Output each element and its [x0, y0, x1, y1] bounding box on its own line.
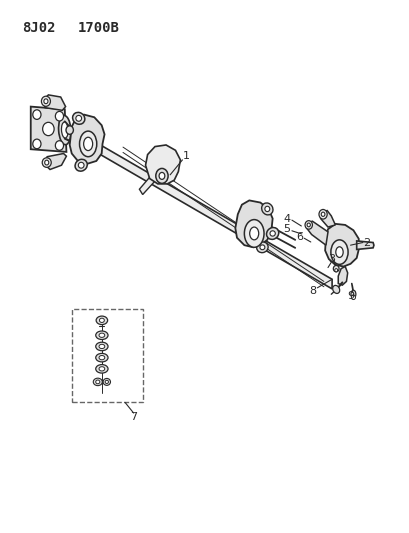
Ellipse shape [350, 290, 355, 298]
Ellipse shape [244, 220, 263, 247]
Ellipse shape [72, 112, 85, 124]
Polygon shape [356, 241, 373, 249]
Polygon shape [145, 145, 180, 184]
Ellipse shape [105, 381, 108, 384]
Ellipse shape [318, 209, 326, 219]
Ellipse shape [96, 342, 108, 351]
Ellipse shape [93, 378, 102, 386]
Ellipse shape [44, 99, 48, 103]
FancyBboxPatch shape [72, 309, 143, 402]
Ellipse shape [83, 137, 92, 151]
Ellipse shape [96, 331, 108, 340]
Ellipse shape [266, 228, 278, 239]
Text: 8J02: 8J02 [22, 21, 56, 35]
Text: 3: 3 [328, 254, 335, 263]
Ellipse shape [256, 242, 267, 253]
Text: 5: 5 [283, 224, 290, 234]
Ellipse shape [61, 122, 68, 138]
Ellipse shape [321, 212, 324, 216]
Ellipse shape [96, 353, 108, 362]
Ellipse shape [66, 126, 73, 134]
Ellipse shape [43, 122, 54, 136]
Ellipse shape [99, 344, 105, 349]
Ellipse shape [42, 158, 51, 167]
Ellipse shape [55, 111, 63, 121]
Ellipse shape [334, 269, 337, 272]
Text: 8: 8 [308, 286, 315, 296]
Polygon shape [100, 145, 331, 289]
Ellipse shape [261, 203, 272, 215]
Ellipse shape [33, 110, 41, 119]
Polygon shape [139, 175, 155, 195]
Ellipse shape [99, 333, 105, 337]
Ellipse shape [155, 168, 168, 183]
Ellipse shape [55, 141, 63, 150]
Polygon shape [324, 224, 358, 266]
Ellipse shape [335, 247, 342, 257]
Text: 9: 9 [346, 292, 353, 301]
Ellipse shape [333, 265, 338, 272]
Ellipse shape [76, 116, 81, 121]
Ellipse shape [79, 131, 97, 157]
Ellipse shape [99, 356, 105, 360]
Ellipse shape [306, 223, 310, 227]
Text: 6: 6 [295, 232, 302, 242]
Ellipse shape [103, 378, 110, 385]
Polygon shape [70, 115, 104, 164]
Ellipse shape [304, 221, 312, 229]
Polygon shape [235, 200, 272, 247]
Ellipse shape [45, 160, 49, 165]
Text: 1: 1 [182, 151, 190, 160]
Polygon shape [31, 107, 66, 152]
Ellipse shape [351, 295, 355, 300]
Polygon shape [320, 211, 335, 227]
Ellipse shape [269, 231, 275, 236]
Polygon shape [337, 266, 347, 285]
Ellipse shape [99, 318, 104, 322]
Text: 7: 7 [130, 412, 137, 422]
Ellipse shape [75, 159, 87, 171]
Text: 4: 4 [283, 214, 290, 223]
Polygon shape [44, 154, 66, 169]
Ellipse shape [330, 240, 347, 264]
Ellipse shape [99, 367, 105, 371]
Ellipse shape [159, 173, 164, 179]
Ellipse shape [332, 285, 339, 294]
Ellipse shape [96, 365, 108, 373]
Ellipse shape [33, 139, 41, 149]
Ellipse shape [249, 227, 258, 240]
Polygon shape [306, 221, 327, 245]
Ellipse shape [96, 316, 108, 325]
Text: 2: 2 [362, 238, 370, 247]
Polygon shape [43, 95, 65, 110]
Ellipse shape [58, 116, 71, 144]
Ellipse shape [78, 162, 84, 168]
Ellipse shape [259, 245, 264, 249]
Text: 1700B: 1700B [78, 21, 119, 35]
Ellipse shape [41, 96, 50, 106]
Ellipse shape [96, 380, 100, 384]
Ellipse shape [264, 206, 269, 212]
